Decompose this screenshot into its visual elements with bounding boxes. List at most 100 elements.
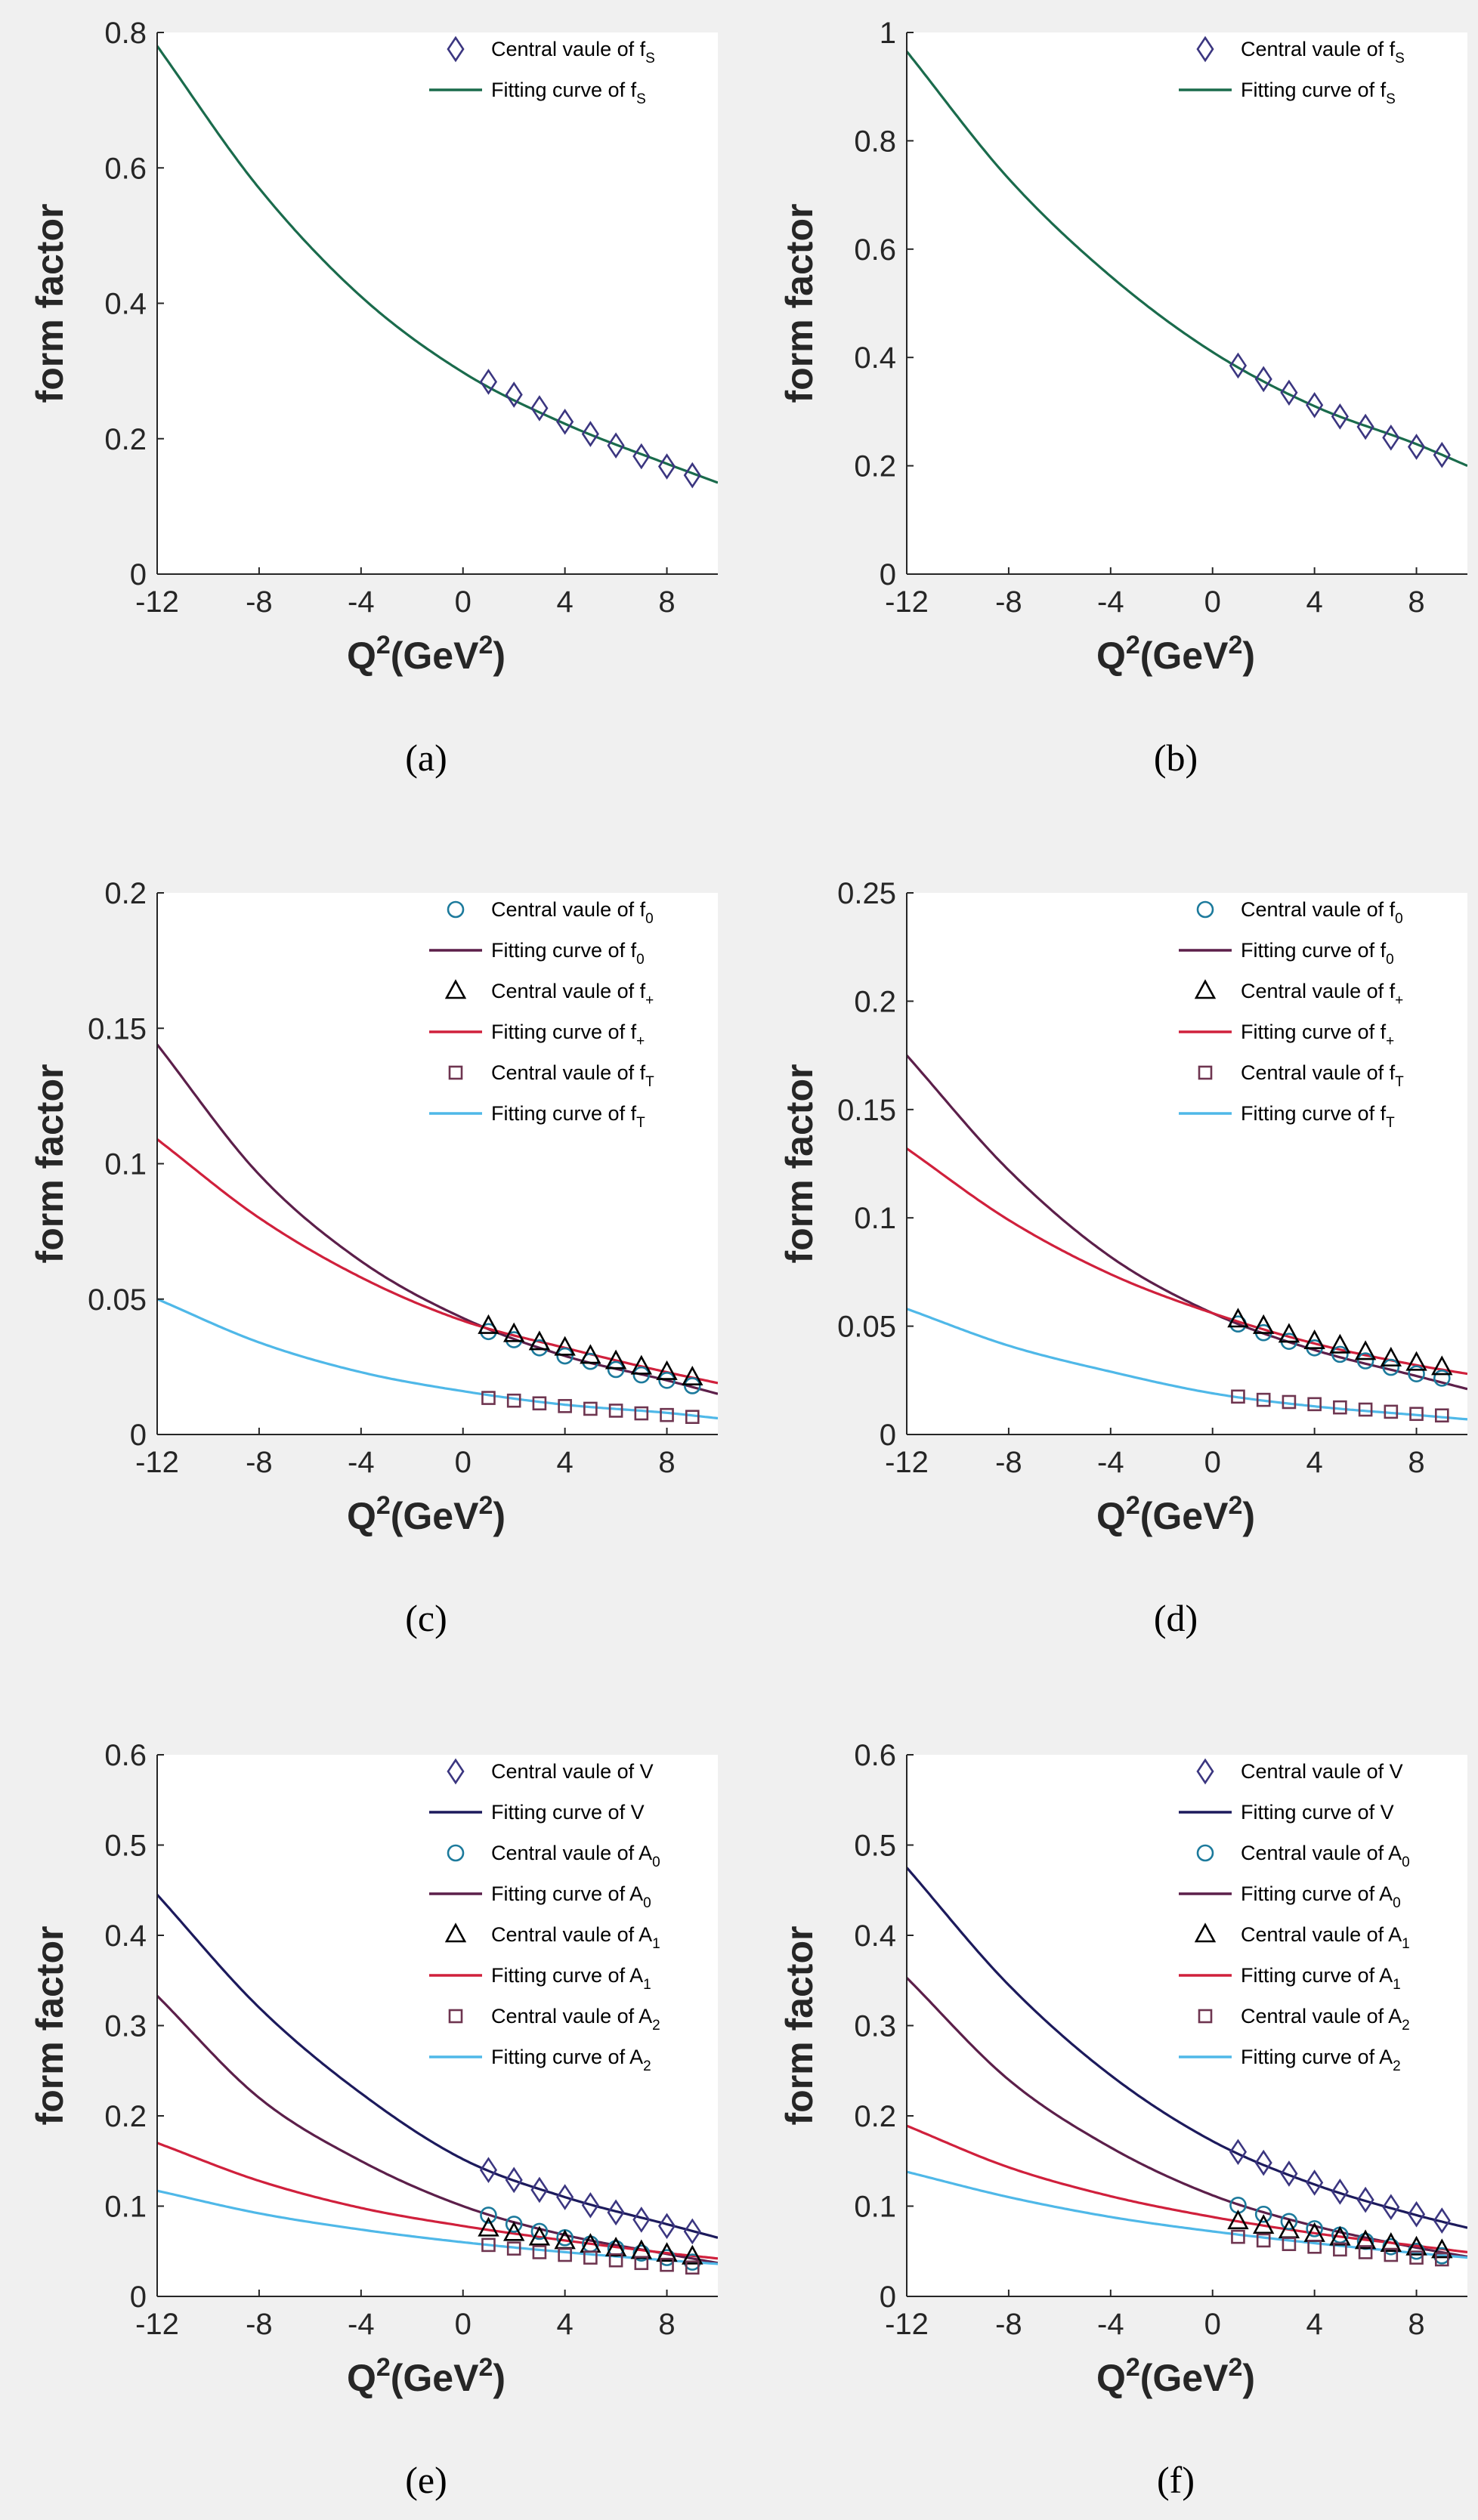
data-point-f_T xyxy=(660,1407,674,1422)
data-point-f_S xyxy=(1229,352,1248,379)
x-axis-label-part: Q xyxy=(1096,1495,1126,1537)
legend-label-text: Fitting curve of A xyxy=(1241,1964,1393,1987)
y-axis-label: form factor xyxy=(778,1064,821,1264)
legend-marker-V xyxy=(1196,1758,1214,1785)
data-point-A_2 xyxy=(481,2237,496,2253)
legend-label: Fitting curve of f0 xyxy=(1241,939,1394,968)
x-tick-label: 0 xyxy=(455,2308,472,2341)
legend-label-sub: 0 xyxy=(1393,1895,1401,1911)
y-tick-label: 0.15 xyxy=(837,1094,896,1127)
x-tick-label: 4 xyxy=(1306,1446,1323,1479)
fit-curve-f_S xyxy=(157,45,718,484)
legend-label: Central vaule of fT xyxy=(491,1061,654,1090)
data-point-A_1 xyxy=(478,2216,499,2237)
legend-marker-f_0 xyxy=(447,900,465,919)
chart-panel: -12 -8 -4 0 4 8 0 0.1 0.2 0.3 0.4 0.5 0.6 form factor… xyxy=(29,1739,718,2501)
data-point-A_2 xyxy=(583,2250,598,2265)
legend-label-sub: 0 xyxy=(1386,952,1394,968)
y-tick-label: 0.6 xyxy=(104,152,147,185)
data-point-f_S xyxy=(632,443,651,470)
x-axis-label-sup: 2 xyxy=(478,1491,493,1520)
data-point-V xyxy=(683,2218,701,2245)
x-tick-label: 4 xyxy=(1306,585,1323,619)
data-point-f_+ xyxy=(1380,1346,1402,1367)
legend-label-sub: + xyxy=(1386,1033,1394,1049)
data-point-f_0 xyxy=(1331,1345,1349,1363)
data-point-A_0 xyxy=(530,2222,549,2241)
fit-curve-A_0 xyxy=(907,1977,1467,2258)
legend-label-text: Fitting curve of f xyxy=(1241,1021,1387,1043)
data-point-A_1 xyxy=(1380,2231,1402,2252)
legend-label-text: Central vaule of V xyxy=(1241,1760,1403,1783)
legend-label-text: Central vaule of f xyxy=(491,38,646,60)
legend-label-text: Central vaule of A xyxy=(1241,2005,1402,2027)
data-point-A_1 xyxy=(528,2225,551,2246)
legend-marker-V xyxy=(447,1758,465,1785)
x-tick-label: 0 xyxy=(455,1446,472,1479)
data-point-A_1 xyxy=(1405,2235,1427,2256)
x-axis-label-part: (GeV xyxy=(391,635,479,677)
legend-marker-f_+ xyxy=(444,979,467,999)
data-point-f_+ xyxy=(630,1354,653,1375)
data-point-f_T xyxy=(1358,1402,1373,1417)
data-point-f_+ xyxy=(1252,1314,1275,1334)
data-point-f_S xyxy=(479,369,498,395)
x-tick-label: -12 xyxy=(135,2308,179,2341)
data-point-f_T xyxy=(685,1410,700,1424)
legend-label: Fitting curve of fS xyxy=(491,79,646,107)
legend-label: Fitting curve of fT xyxy=(1241,1102,1395,1131)
y-axis-label: form factor xyxy=(29,1064,71,1264)
data-point-V xyxy=(1407,2200,1426,2228)
fit-curve-f_+ xyxy=(157,1138,718,1385)
x-axis-label-part: Q xyxy=(347,2357,376,2399)
y-tick-label: 0 xyxy=(880,558,896,591)
data-point-A_2 xyxy=(1384,2247,1399,2262)
legend-marker-f_S xyxy=(447,36,465,63)
data-point-f_T xyxy=(608,1404,623,1418)
legend-label-text: Fitting curve of f xyxy=(491,1102,637,1125)
legend-label-sub: 1 xyxy=(643,1977,651,1993)
x-axis-label-part: Q xyxy=(347,635,376,677)
data-point-f_+ xyxy=(1227,1308,1249,1328)
data-point-f_T xyxy=(1409,1407,1424,1422)
data-point-f_T xyxy=(1256,1392,1271,1407)
y-tick-label: 0.4 xyxy=(854,1919,896,1953)
x-axis-label-part: ) xyxy=(493,635,506,677)
legend-label: Central vaule of A1 xyxy=(491,1923,660,1952)
data-point-f_+ xyxy=(1329,1333,1351,1354)
y-tick-label: 0.8 xyxy=(104,17,147,50)
x-tick-label: -8 xyxy=(246,585,273,619)
data-point-A_2 xyxy=(1282,2237,1297,2251)
legend-label: Central vaule of fT xyxy=(1241,1061,1404,1090)
x-axis-label-part: (GeV xyxy=(391,1495,479,1537)
data-point-f_T xyxy=(634,1406,649,1421)
data-point-f_+ xyxy=(502,1322,525,1342)
legend-label-sub: 0 xyxy=(1395,911,1403,927)
x-axis-label-sup: 2 xyxy=(1228,2353,1242,2382)
y-tick-label: 0.1 xyxy=(854,2191,896,2224)
x-axis-label: Q2(GeV2) xyxy=(347,1491,506,1537)
data-point-A_2 xyxy=(1333,2242,1347,2257)
y-tick-label: 0.05 xyxy=(88,1283,147,1317)
legend-marker-f_T xyxy=(1198,1065,1213,1080)
x-tick-label: 8 xyxy=(1408,1446,1424,1479)
data-point-f_+ xyxy=(656,1360,678,1380)
legend-label-text: Fitting curve of A xyxy=(491,2046,643,2068)
fit-curve-f_T xyxy=(157,1298,718,1420)
x-tick-label: -4 xyxy=(348,1446,375,1479)
data-point-f_T xyxy=(1333,1400,1347,1415)
legend-label: Fitting curve of A2 xyxy=(491,2046,651,2074)
x-tick-label: 8 xyxy=(1408,585,1424,619)
legend-label-sub: 0 xyxy=(643,1895,651,1911)
data-point-f_S xyxy=(581,421,599,447)
legend-marker-f_S xyxy=(1196,36,1214,63)
fit-curve-V xyxy=(907,1867,1467,2229)
y-tick-label: 0.6 xyxy=(854,233,896,267)
panel-caption: (a) xyxy=(405,737,447,779)
legend-label-sub: + xyxy=(645,993,654,1008)
x-axis-label-sup: 2 xyxy=(1126,2353,1140,2382)
legend-label: Fitting curve of fT xyxy=(491,1102,645,1131)
legend-label: Central vaule of f+ xyxy=(491,980,654,1008)
legend-label: Fitting curve of f+ xyxy=(1241,1021,1394,1049)
